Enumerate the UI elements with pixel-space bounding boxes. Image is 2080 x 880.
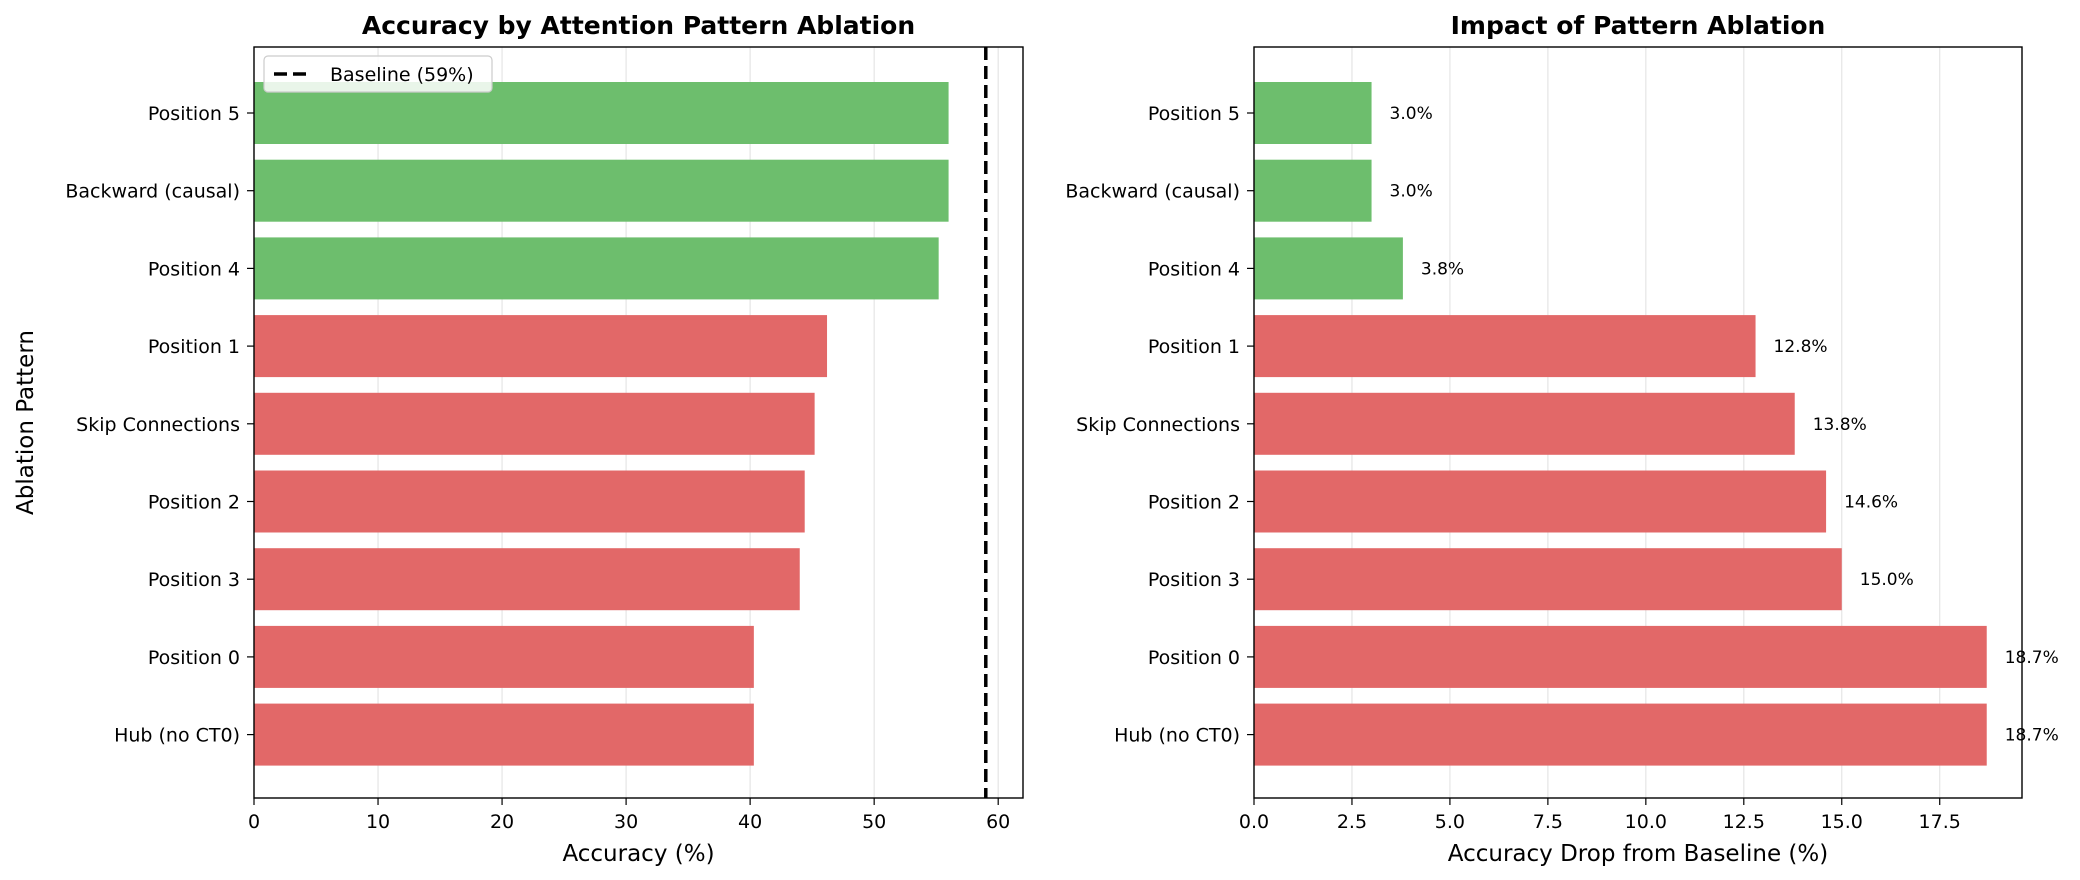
bar — [1254, 82, 1372, 144]
y-tick-label: Hub (no CT0) — [1114, 725, 1240, 747]
y-tick-label: Position 3 — [148, 569, 240, 591]
bar — [254, 315, 828, 378]
y-tick-label: Position 1 — [148, 336, 240, 358]
x-tick-label: 20 — [490, 811, 514, 833]
x-tick-label: 10 — [366, 811, 390, 833]
data-label: 13.8% — [1813, 415, 1867, 435]
y-tick-label: Position 3 — [1148, 569, 1240, 591]
y-tick-label: Backward (causal) — [1065, 181, 1240, 203]
x-tick-label: 0.0 — [1239, 811, 1269, 833]
x-tick-label: 10.0 — [1625, 811, 1667, 833]
bar — [254, 237, 939, 300]
y-tick-label: Position 4 — [1148, 258, 1240, 280]
bar — [254, 703, 754, 766]
bar — [1254, 315, 1756, 378]
data-label: 3.8% — [1421, 259, 1464, 279]
legend-label: Baseline (59%) — [330, 64, 474, 86]
x-tick-label: 2.5 — [1337, 811, 1367, 833]
y-tick-label: Hub (no CT0) — [114, 725, 240, 747]
bar — [1254, 470, 1827, 533]
bar — [1254, 392, 1795, 455]
x-tick-label: 30 — [614, 811, 638, 833]
data-label: 12.8% — [1774, 337, 1828, 357]
x-axis-label: Accuracy (%) — [562, 841, 714, 867]
x-axis-label: Accuracy Drop from Baseline (%) — [1448, 841, 1828, 867]
x-tick-label: 15.0 — [1821, 811, 1863, 833]
bar — [254, 470, 805, 533]
bar — [254, 548, 800, 611]
y-tick-label: Position 4 — [148, 258, 240, 280]
x-tick-label: 50 — [862, 811, 886, 833]
y-axis-label: Ablation Pattern — [13, 330, 39, 515]
data-label: 18.7% — [2005, 648, 2059, 668]
y-tick-label: Position 2 — [1148, 492, 1240, 514]
y-tick-label: Backward (causal) — [65, 181, 240, 203]
impact-chart: Position 5 3.0% Backward (causal) 3.0% Posit… — [1065, 11, 2058, 867]
bar — [1254, 703, 1987, 766]
data-label: 18.7% — [2005, 726, 2059, 746]
bar — [1254, 625, 1987, 688]
accuracy-chart: Position 5 Backward (causal) Position 4 Pos… — [13, 11, 1024, 867]
bar — [1254, 159, 1372, 222]
data-label: 15.0% — [1860, 570, 1914, 590]
bar — [254, 392, 815, 455]
bar — [1254, 548, 1842, 611]
plot-frame — [1253, 46, 2023, 799]
x-tick-label: 40 — [738, 811, 762, 833]
chart-title: Impact of Pattern Ablation — [1451, 11, 1826, 40]
bar — [254, 625, 754, 688]
legend-box — [263, 55, 493, 93]
y-tick-label: Skip Connections — [76, 414, 240, 436]
bar — [1254, 237, 1403, 300]
x-tick-label: 7.5 — [1533, 811, 1563, 833]
y-tick-label: Position 5 — [148, 103, 240, 125]
x-tick-label: 5.0 — [1435, 811, 1465, 833]
y-tick-label: Position 5 — [1148, 103, 1240, 125]
x-tick-label: 0 — [248, 811, 260, 833]
y-tick-label: Skip Connections — [1076, 414, 1240, 436]
x-tick-label: 17.5 — [1919, 811, 1961, 833]
chart-title: Accuracy by Attention Pattern Ablation — [362, 11, 915, 40]
y-tick-label: Position 0 — [1148, 647, 1240, 669]
data-label: 3.0% — [1390, 182, 1433, 202]
y-tick-label: Position 2 — [148, 492, 240, 514]
plot-frame — [253, 46, 1024, 799]
data-label: 14.6% — [1844, 493, 1898, 513]
bar — [254, 159, 949, 222]
y-tick-label: Position 1 — [1148, 336, 1240, 358]
x-tick-label: 12.5 — [1723, 811, 1765, 833]
x-tick-label: 60 — [986, 811, 1010, 833]
data-label: 3.0% — [1390, 104, 1433, 124]
y-tick-label: Position 0 — [148, 647, 240, 669]
